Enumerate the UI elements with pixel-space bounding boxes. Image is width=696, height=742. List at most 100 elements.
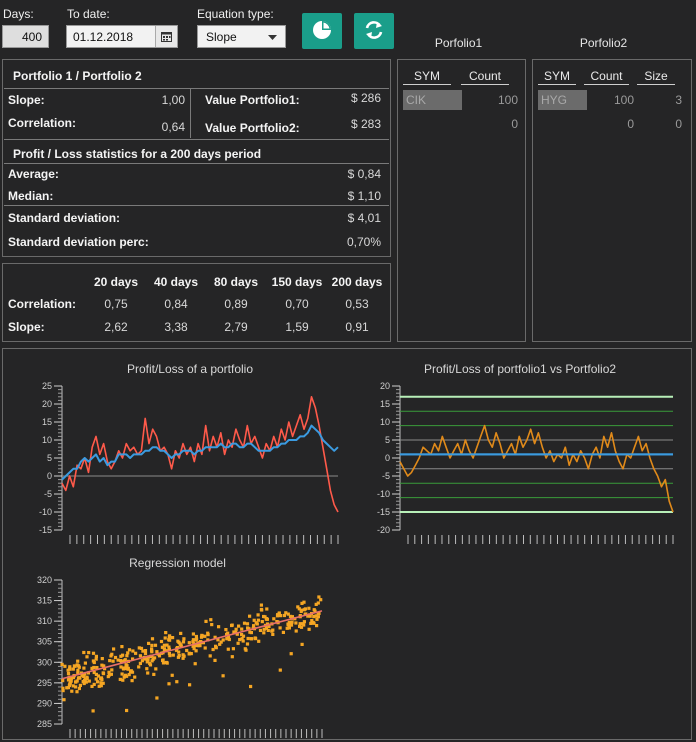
scatter-point bbox=[153, 656, 157, 660]
scatter-point bbox=[298, 622, 302, 626]
portfolio1-header-sym[interactable]: SYM bbox=[403, 69, 451, 85]
todate-input[interactable]: 01.12.2018 bbox=[66, 25, 178, 48]
scatter-point bbox=[161, 661, 166, 665]
scatter-point bbox=[99, 681, 103, 685]
refresh-button[interactable] bbox=[354, 13, 394, 49]
scatter-point bbox=[147, 641, 151, 645]
scatter-point bbox=[120, 672, 124, 676]
scatter-point bbox=[237, 624, 241, 628]
scatter-point bbox=[286, 622, 290, 626]
scatter-point bbox=[309, 621, 313, 625]
calendar-icon[interactable] bbox=[155, 26, 177, 47]
scatter-point bbox=[164, 631, 168, 635]
scatter-point bbox=[203, 646, 207, 650]
scatter-point bbox=[254, 621, 258, 625]
portfolio2-header-size[interactable]: Size bbox=[637, 69, 675, 85]
portfolio2-cell-size[interactable]: 0 bbox=[675, 117, 682, 131]
portfolio1-header-count[interactable]: Count bbox=[461, 69, 509, 85]
scatter-point bbox=[271, 628, 275, 632]
portfolio2-header-sym[interactable]: SYM bbox=[538, 69, 576, 85]
portfolio2-cell-count[interactable]: 100 bbox=[613, 93, 634, 107]
scatter-point bbox=[61, 679, 65, 683]
scatter-point bbox=[214, 646, 218, 650]
pie-chart-button[interactable] bbox=[302, 13, 342, 49]
scatter-point bbox=[170, 673, 174, 677]
scatter-point bbox=[218, 642, 222, 646]
scatter-point bbox=[123, 658, 127, 662]
scatter-point bbox=[303, 607, 307, 611]
scatter-point bbox=[121, 678, 125, 682]
chart-p1-vs-p2: 20 15 10 5 0 -5 -10 -15 -20 bbox=[377, 381, 674, 544]
scatter-point bbox=[299, 608, 304, 612]
portfolio1-cell-count[interactable]: 0 bbox=[511, 117, 518, 131]
series-portfolio1-line bbox=[61, 395, 339, 513]
y-tick-label: 5 bbox=[47, 453, 52, 463]
scatter-point bbox=[138, 654, 142, 658]
charts-panel bbox=[2, 348, 692, 740]
correlation-label: Correlation: bbox=[8, 116, 77, 130]
scatter-point bbox=[226, 634, 231, 639]
scatter-point bbox=[206, 631, 210, 635]
portfolio2-header-count[interactable]: Count bbox=[584, 69, 629, 85]
days-input[interactable]: 400 bbox=[2, 25, 49, 48]
portfolio1-cell-sym[interactable]: CIK bbox=[403, 90, 462, 110]
divider bbox=[4, 139, 389, 140]
period-row-label: Slope: bbox=[8, 320, 45, 334]
scatter-point bbox=[198, 644, 202, 648]
scatter-point bbox=[249, 684, 253, 689]
scatter-point bbox=[316, 601, 320, 605]
portfolio2-cell-size[interactable]: 3 bbox=[675, 93, 682, 107]
scatter-point bbox=[167, 647, 171, 651]
scatter-point bbox=[287, 626, 291, 630]
scatter-point bbox=[157, 654, 162, 658]
scatter-point bbox=[272, 617, 276, 621]
scatter-point bbox=[209, 618, 213, 622]
period-cell: 0,89 bbox=[224, 297, 248, 311]
scatter-point bbox=[281, 630, 285, 634]
scatter-point bbox=[248, 630, 252, 634]
equation-type-select[interactable]: Slope bbox=[197, 25, 286, 48]
scatter-point bbox=[227, 637, 231, 642]
scatter-point bbox=[126, 666, 130, 670]
period-cell: 0,53 bbox=[345, 297, 369, 311]
y-tick-label: -10 bbox=[39, 507, 52, 517]
scatter-point bbox=[150, 643, 154, 647]
scatter-point bbox=[155, 696, 159, 700]
scatter-point bbox=[92, 670, 96, 675]
portfolio1-cell-count[interactable]: 100 bbox=[497, 93, 518, 107]
portfolio2-cell-count[interactable]: 0 bbox=[627, 117, 634, 131]
scatter-point bbox=[134, 651, 138, 655]
scatter-point bbox=[211, 647, 215, 652]
scatter-point bbox=[125, 674, 129, 678]
scatter-point bbox=[75, 690, 79, 694]
scatter-point bbox=[63, 664, 67, 668]
scatter-point bbox=[146, 671, 150, 675]
y-tick-label: 320 bbox=[37, 575, 52, 585]
refresh-icon bbox=[363, 19, 385, 44]
y-tick-label: -10 bbox=[377, 489, 390, 499]
scatter-point bbox=[277, 612, 281, 616]
scatter-point bbox=[310, 619, 314, 623]
scatter-point bbox=[179, 631, 183, 635]
pie-chart-icon bbox=[311, 19, 333, 44]
portfolio2-cell-sym[interactable]: HYG bbox=[538, 90, 587, 110]
scatter-point bbox=[119, 654, 123, 658]
period-cell: 0,84 bbox=[164, 297, 188, 311]
scatter-point bbox=[95, 666, 99, 670]
y-tick-label: 20 bbox=[380, 381, 390, 391]
scatter-point bbox=[82, 681, 86, 686]
scatter-point bbox=[307, 606, 311, 610]
scatter-point bbox=[82, 674, 86, 678]
average-label: Average: bbox=[8, 167, 59, 181]
scatter-point bbox=[248, 614, 252, 618]
scatter-point bbox=[100, 657, 104, 661]
scatter-point bbox=[106, 675, 110, 679]
scatter-point bbox=[77, 686, 81, 691]
scatter-point bbox=[116, 658, 120, 662]
scatter-point bbox=[120, 645, 124, 649]
scatter-point bbox=[72, 664, 76, 668]
scatter-point bbox=[167, 645, 171, 649]
scatter-point bbox=[181, 656, 185, 660]
scatter-point bbox=[130, 679, 134, 683]
y-tick-label: 305 bbox=[37, 637, 52, 647]
